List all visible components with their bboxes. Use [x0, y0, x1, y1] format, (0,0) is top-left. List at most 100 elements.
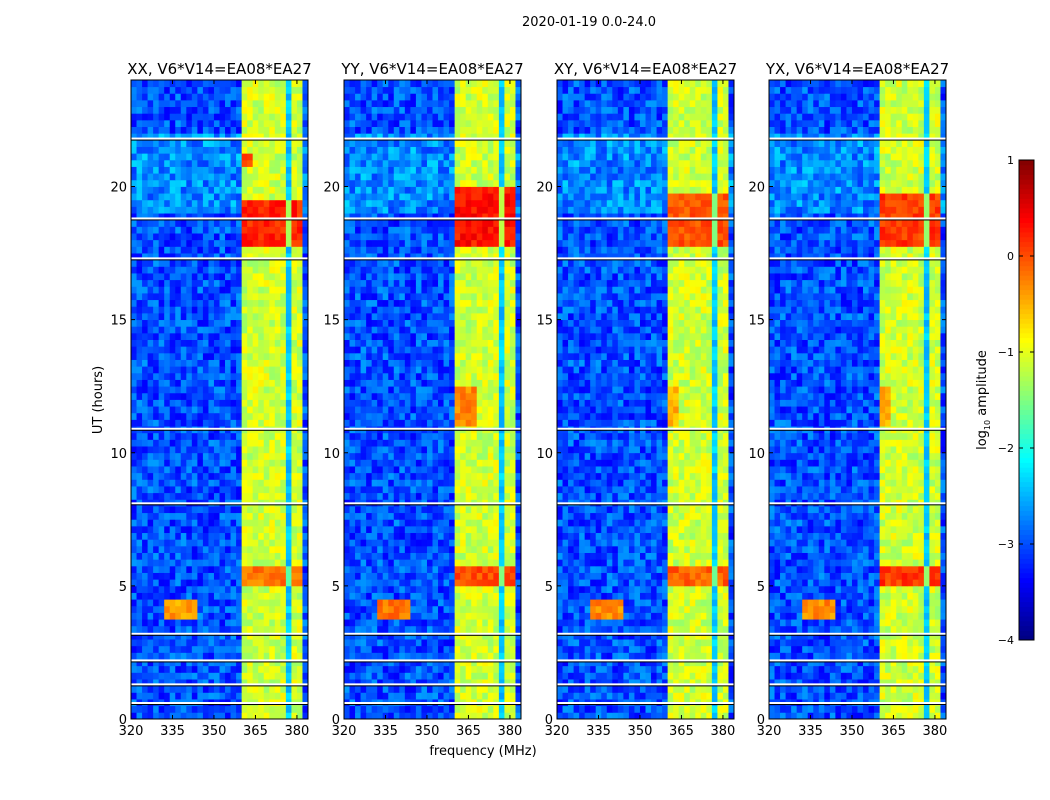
heatmap-cell — [443, 352, 450, 360]
heatmap-cell — [147, 93, 154, 101]
heatmap-cell — [465, 446, 472, 454]
heatmap-cell — [471, 392, 478, 400]
heatmap-cell — [247, 632, 254, 640]
heatmap-cell — [482, 692, 489, 700]
heatmap-cell — [280, 506, 287, 514]
heatmap-cell — [355, 486, 361, 494]
heatmap-cell — [180, 199, 187, 207]
heatmap-cell — [438, 399, 444, 407]
heatmap-cell — [180, 106, 187, 114]
heatmap-cell — [136, 632, 143, 640]
heatmap-cell — [213, 293, 220, 301]
heatmap-cell — [147, 253, 154, 261]
heatmap-cell — [153, 412, 160, 420]
heatmap-cell — [219, 279, 226, 287]
heatmap-cell — [432, 659, 439, 667]
heatmap-cell — [202, 705, 209, 713]
heatmap-cell — [236, 372, 243, 380]
heatmap-cell — [225, 153, 231, 161]
heatmap-cell — [236, 545, 243, 553]
heatmap-cell — [388, 352, 395, 360]
heatmap-cell — [454, 532, 461, 540]
heatmap-cell — [404, 639, 411, 647]
heatmap-cell — [208, 639, 215, 647]
heatmap-cell — [208, 166, 215, 174]
heatmap-cell — [219, 645, 226, 653]
heatmap-cell — [136, 592, 143, 600]
heatmap-cell — [302, 80, 309, 88]
heatmap-cell — [460, 532, 467, 540]
heatmap-cell — [388, 392, 395, 400]
heatmap-cell — [219, 552, 226, 560]
heatmap-cell — [344, 326, 350, 334]
heatmap-cell — [498, 486, 505, 494]
heatmap-cell — [388, 619, 395, 627]
heatmap-cell — [153, 619, 160, 627]
heatmap-cell — [225, 506, 231, 514]
heatmap-cell — [252, 585, 259, 593]
heatmap-cell — [291, 246, 298, 254]
heatmap-cell — [186, 359, 193, 367]
heatmap-cell — [241, 419, 248, 427]
heatmap-cell — [169, 239, 176, 247]
heatmap-cell — [131, 632, 137, 640]
heatmap-cell — [153, 80, 160, 88]
heatmap-cell — [208, 366, 215, 374]
heatmap-cell — [377, 479, 384, 487]
heatmap-cell — [388, 639, 395, 647]
heatmap-cell — [252, 226, 259, 234]
heatmap-cell — [225, 525, 231, 534]
heatmap-cell — [454, 486, 461, 494]
heatmap-cell — [302, 479, 309, 487]
heatmap-cell — [399, 466, 406, 474]
heatmap-cell — [285, 86, 292, 94]
heatmap-cell — [415, 545, 422, 553]
heatmap-cell — [153, 539, 160, 547]
heatmap-cell — [509, 352, 516, 360]
heatmap-cell — [247, 565, 254, 573]
heatmap-cell — [175, 612, 182, 620]
heatmap-cell — [180, 412, 187, 420]
heatmap-cell — [263, 572, 270, 580]
heatmap-cell — [186, 565, 193, 573]
heatmap-cell — [153, 346, 160, 354]
heatmap-cell — [236, 525, 243, 534]
heatmap-cell — [487, 592, 494, 600]
heatmap-cell — [208, 346, 215, 354]
heatmap-cell — [415, 406, 422, 414]
heatmap-cell — [169, 219, 176, 227]
heatmap-cell — [158, 672, 165, 680]
heatmap-cell — [393, 665, 400, 673]
heatmap-cell — [169, 685, 176, 693]
heatmap-cell — [302, 193, 309, 201]
heatmap-cell — [147, 705, 154, 713]
heatmap-cell — [247, 406, 254, 414]
heatmap-cell — [355, 645, 361, 653]
heatmap-cell — [164, 579, 171, 587]
heatmap-cell — [136, 599, 143, 607]
heatmap-cell — [432, 539, 439, 547]
heatmap-cell — [432, 406, 439, 414]
heatmap-cell — [454, 605, 461, 613]
heatmap-cell — [175, 193, 182, 201]
heatmap-cell — [454, 399, 461, 407]
heatmap-cell — [515, 366, 522, 374]
heatmap-cell — [186, 219, 193, 227]
heatmap-cell — [296, 399, 303, 407]
heatmap-cell — [487, 386, 494, 394]
heatmap-cell — [164, 372, 171, 380]
heatmap-cell — [230, 439, 237, 447]
heatmap-cell — [158, 253, 165, 261]
heatmap-cell — [382, 639, 389, 647]
heatmap-cell — [274, 625, 281, 633]
heatmap-cell — [131, 366, 137, 374]
heatmap-cell — [180, 159, 187, 167]
heatmap-cell — [349, 406, 356, 414]
heatmap-cell — [158, 692, 165, 700]
heatmap-cell — [454, 392, 461, 400]
heatmap-cell — [180, 286, 187, 294]
heatmap-cell — [186, 226, 193, 234]
heatmap-cell — [371, 412, 378, 420]
heatmap-cell — [302, 625, 309, 633]
heatmap-cell — [302, 319, 309, 327]
